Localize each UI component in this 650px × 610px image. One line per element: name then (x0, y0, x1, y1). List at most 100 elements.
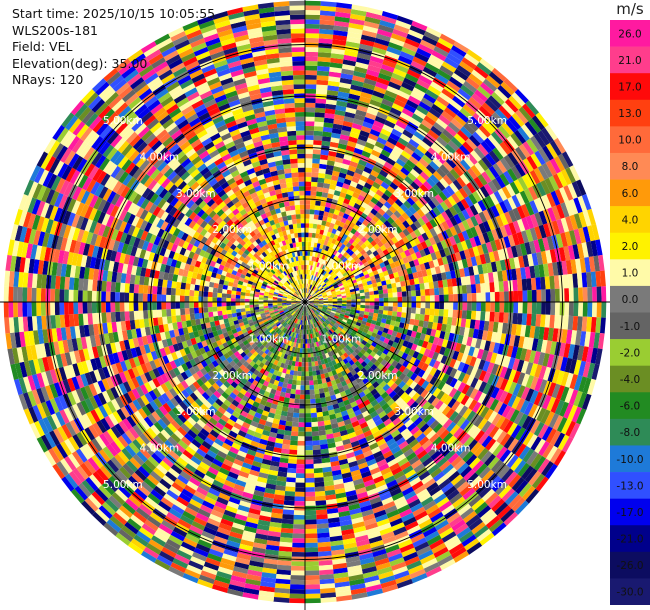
velocity-gate (541, 127, 554, 143)
velocity-gate (449, 358, 457, 368)
velocity-gate (184, 432, 195, 443)
velocity-gate (330, 350, 336, 356)
velocity-gate (315, 103, 326, 109)
velocity-gate (278, 424, 286, 431)
velocity-gate (296, 454, 305, 460)
velocity-gate (211, 441, 222, 451)
velocity-gate (408, 95, 421, 106)
velocity-gate (311, 318, 315, 324)
velocity-gate (230, 426, 240, 435)
velocity-gate (578, 376, 588, 393)
velocity-gate (317, 307, 322, 311)
velocity-gate (577, 392, 588, 409)
velocity-gate (297, 304, 302, 309)
velocity-gate (430, 467, 443, 479)
velocity-gate (364, 308, 370, 313)
velocity-gate (325, 289, 331, 293)
velocity-gate (342, 239, 349, 246)
velocity-gate (430, 143, 442, 154)
velocity-gate (321, 308, 327, 312)
velocity-gate (305, 306, 307, 312)
velocity-gate (291, 561, 305, 567)
velocity-gate (244, 482, 256, 490)
velocity-gate (469, 275, 476, 285)
velocity-gate (294, 313, 298, 318)
velocity-gate (523, 401, 534, 416)
velocity-gate (318, 430, 326, 436)
velocity-gate (514, 89, 529, 104)
velocity-gate (329, 535, 343, 542)
velocity-gate (537, 458, 550, 474)
velocity-gate (314, 299, 319, 301)
velocity-gate (316, 315, 321, 320)
velocity-gate (314, 322, 318, 328)
velocity-gate (416, 386, 425, 396)
velocity-gate (577, 195, 588, 212)
velocity-gate (488, 425, 500, 439)
velocity-gate (495, 332, 502, 344)
velocity-gate (158, 523, 173, 535)
velocity-gate (398, 258, 405, 266)
velocity-gate (533, 351, 541, 365)
velocity-gate (423, 562, 440, 573)
velocity-gate (313, 463, 323, 469)
velocity-gate (249, 503, 262, 511)
velocity-gate (359, 96, 371, 104)
velocity-gate (380, 64, 395, 73)
velocity-gate (382, 270, 389, 277)
velocity-gate (273, 498, 285, 505)
velocity-gate (330, 259, 335, 265)
velocity-gate (395, 474, 407, 484)
velocity-gate (285, 369, 291, 375)
velocity-gate (410, 364, 418, 373)
velocity-gate (355, 109, 367, 117)
velocity-gate (393, 326, 399, 333)
velocity-gate (265, 549, 279, 556)
velocity-gate (541, 162, 553, 178)
velocity-gate (101, 481, 115, 496)
velocity-gate (462, 450, 474, 463)
velocity-gate (255, 427, 264, 435)
velocity-gate (325, 396, 332, 402)
velocity-gate (358, 313, 364, 318)
velocity-gate (297, 314, 300, 320)
velocity-gate (447, 121, 461, 134)
velocity-gate (299, 394, 305, 400)
velocity-gate (491, 413, 502, 426)
velocity-gate (355, 220, 363, 227)
velocity-gate (474, 89, 488, 103)
velocity-gate (315, 341, 320, 347)
velocity-gate (287, 313, 292, 318)
velocity-gate (326, 292, 332, 295)
velocity-gate (234, 395, 242, 404)
velocity-gate (497, 343, 505, 355)
velocity-gate (361, 278, 367, 284)
velocity-gate (389, 557, 405, 567)
velocity-gate (411, 113, 424, 124)
velocity-gate (284, 329, 289, 335)
velocity-gate (350, 196, 358, 203)
velocity-gate (307, 348, 311, 353)
velocity-gate (425, 230, 433, 239)
velocity-gate (570, 259, 577, 274)
velocity-gate (340, 291, 346, 295)
velocity-gate (333, 161, 343, 168)
velocity-gate (313, 297, 319, 300)
velocity-gate (353, 224, 360, 231)
velocity-gate (357, 402, 366, 410)
velocity-gate (312, 444, 321, 451)
velocity-gate (329, 141, 339, 148)
velocity-gate (434, 287, 440, 296)
velocity-gate (197, 431, 207, 441)
velocity-gate (549, 314, 555, 329)
velocity-gate (240, 539, 254, 547)
velocity-gate (124, 479, 138, 492)
velocity-gate (466, 336, 473, 347)
velocity-gate (473, 444, 486, 458)
velocity-gate (160, 415, 171, 427)
velocity-gate (291, 332, 295, 338)
velocity-gate (347, 31, 362, 39)
velocity-gate (203, 474, 215, 484)
velocity-gate (350, 512, 363, 520)
velocity-gate (341, 395, 349, 402)
